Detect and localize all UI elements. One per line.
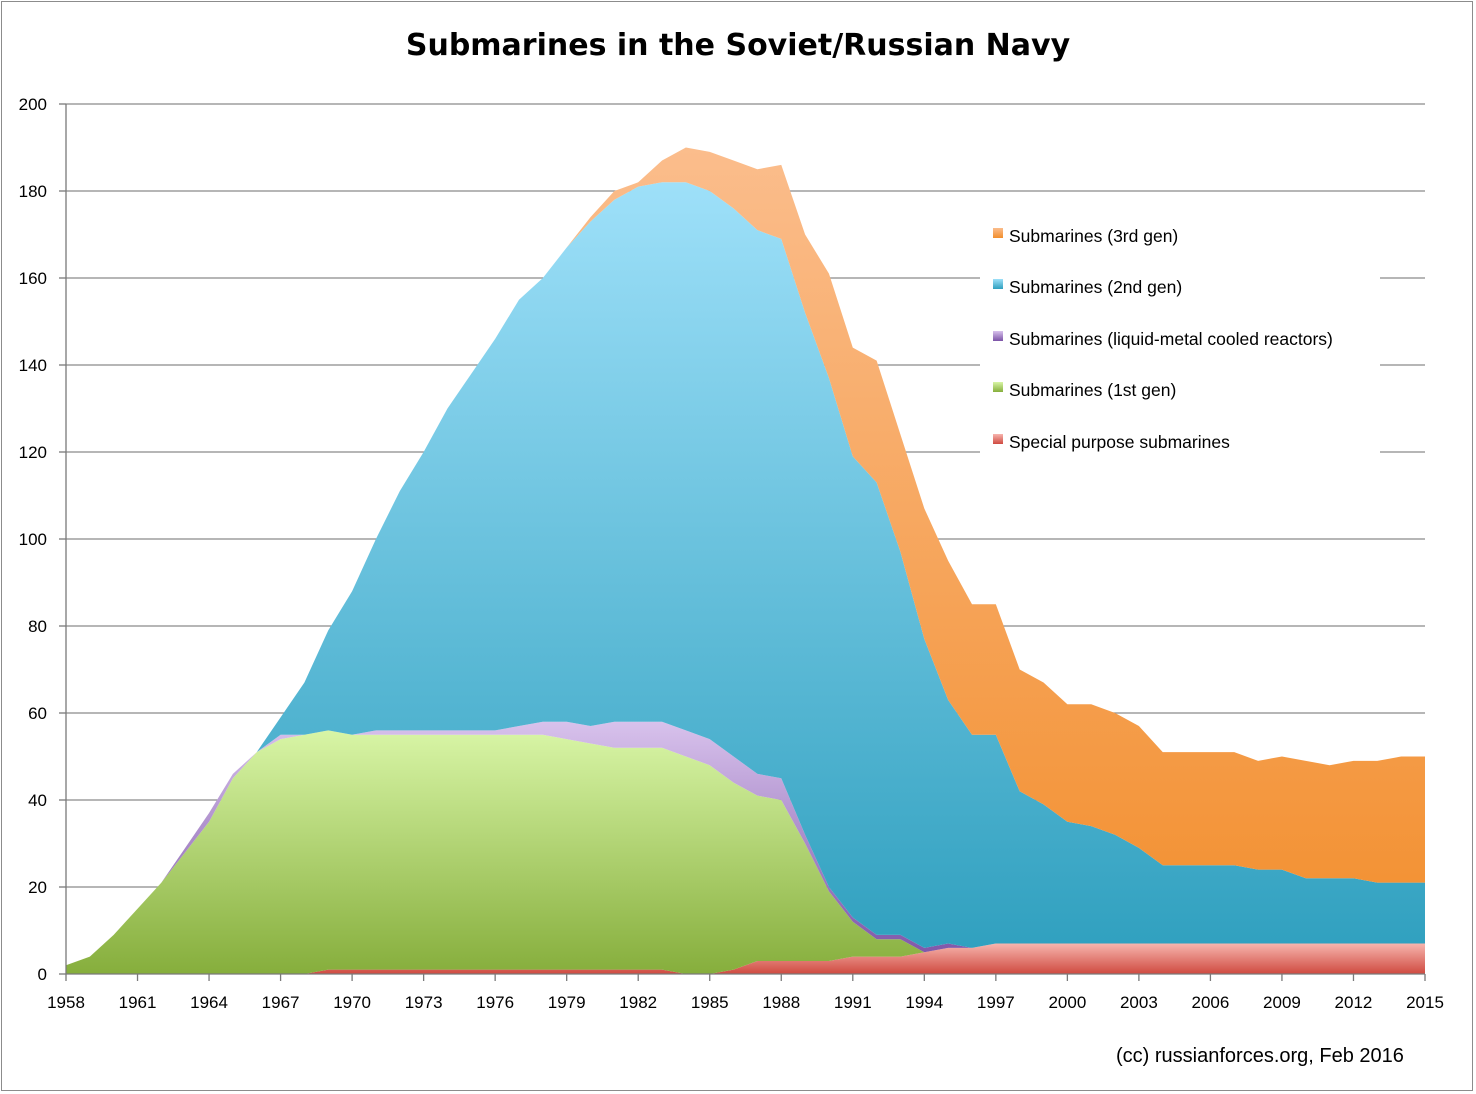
x-tick-label: 1982	[619, 993, 657, 1012]
stacked-areas	[66, 147, 1425, 974]
y-tick-label: 40	[28, 791, 47, 810]
legend-label: Submarines (2nd gen)	[1009, 277, 1182, 297]
legend-swatch-second-gen	[993, 279, 1003, 289]
legend-label: Special purpose submarines	[1009, 432, 1230, 452]
x-tick-label: 2012	[1335, 993, 1373, 1012]
y-tick-label: 0	[38, 965, 47, 984]
area-third-gen	[66, 147, 1425, 966]
x-tick-label: 1964	[190, 993, 228, 1012]
y-tick-label: 20	[28, 878, 47, 897]
y-tick-labels: 0 20 40 60 80 100 120 140 160 180 200	[19, 95, 47, 984]
x-tick-label: 1991	[834, 993, 872, 1012]
axes	[59, 103, 1426, 981]
x-tick-label: 2003	[1120, 993, 1158, 1012]
x-tick-label: 1970	[333, 993, 371, 1012]
x-tick-labels: 1958 1961 1964 1967 1970 1973 1976 1979 1982 1985…	[47, 993, 1444, 1012]
legend-swatch-special	[993, 434, 1003, 444]
x-tick-label: 2009	[1263, 993, 1301, 1012]
y-tick-label: 180	[19, 182, 47, 201]
y-tick-label: 120	[19, 443, 47, 462]
legend-label: Submarines (liquid-metal cooled reactors…	[1009, 329, 1333, 349]
chart-title: Submarines in the Soviet/Russian Navy	[405, 28, 1071, 63]
legend-swatch-first-gen	[993, 382, 1003, 392]
x-tick-label: 1979	[548, 993, 586, 1012]
area-special	[66, 943, 1425, 974]
x-tick-label: 1994	[905, 993, 943, 1012]
credit-text: (cc) russianforces.org, Feb 2016	[1116, 1045, 1404, 1067]
area-first-gen	[66, 730, 1425, 974]
y-tick-label: 80	[28, 617, 47, 636]
x-tick-label: 2000	[1048, 993, 1086, 1012]
legend-swatch-third-gen	[993, 228, 1003, 238]
x-tick-label: 1958	[47, 993, 85, 1012]
legend: Submarines (3rd gen) Submarines (2nd gen)…	[980, 212, 1380, 464]
x-tick-label: 1988	[762, 993, 800, 1012]
legend-label: Submarines (3rd gen)	[1009, 226, 1178, 246]
y-tick-label: 160	[19, 269, 47, 288]
x-tick-label: 1997	[977, 993, 1015, 1012]
area-second-gen	[66, 182, 1425, 966]
x-tick-label: 2006	[1192, 993, 1230, 1012]
y-tick-label: 140	[19, 356, 47, 375]
legend-swatch-liquid-metal	[993, 331, 1003, 341]
x-tick-label: 1973	[405, 993, 443, 1012]
x-tick-label: 1961	[119, 993, 157, 1012]
x-tick-label: 1985	[691, 993, 729, 1012]
x-tick-label: 2015	[1406, 993, 1444, 1012]
x-tick-label: 1976	[476, 993, 514, 1012]
legend-background	[980, 212, 1380, 464]
y-tick-label: 100	[19, 530, 47, 549]
legend-label: Submarines (1st gen)	[1009, 380, 1176, 400]
area-liquid-metal	[66, 721, 1425, 966]
y-tick-label: 200	[19, 95, 47, 114]
y-tick-label: 60	[28, 704, 47, 723]
x-tick-label: 1967	[262, 993, 300, 1012]
